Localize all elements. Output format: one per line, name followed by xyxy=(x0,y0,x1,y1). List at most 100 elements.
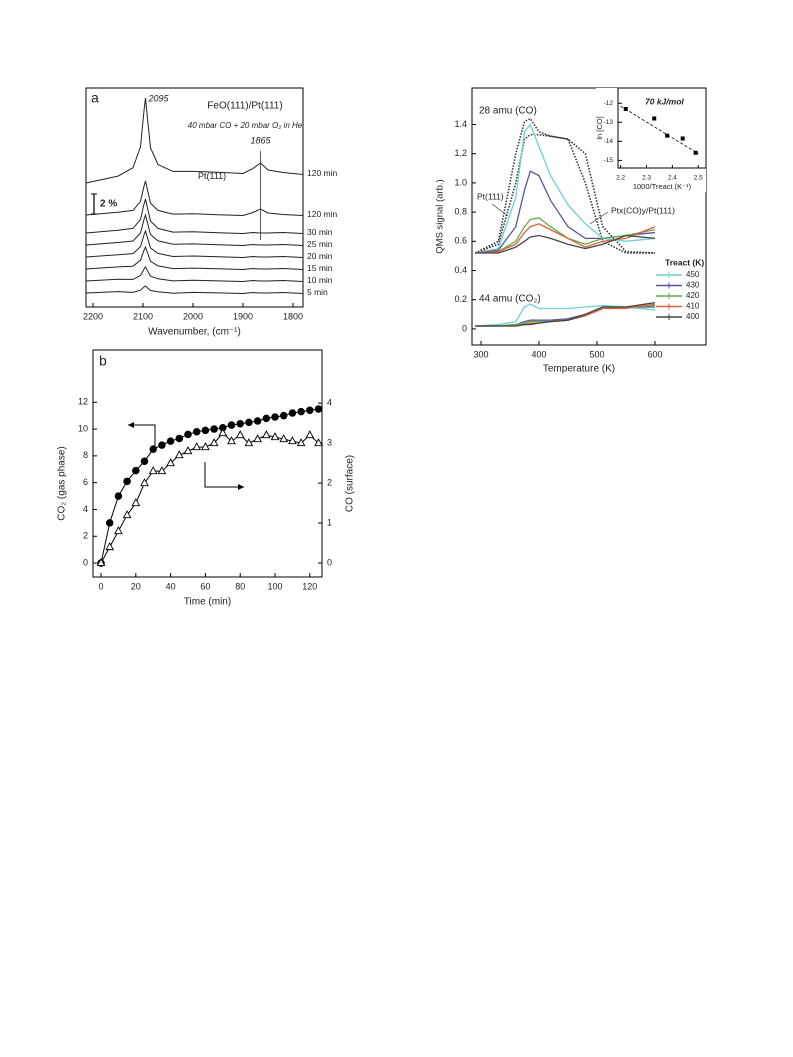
inset-y-label: ln [CO] xyxy=(595,116,604,139)
data-point xyxy=(166,458,175,467)
panel-label: a xyxy=(91,90,99,106)
data-point xyxy=(175,434,184,443)
data-point xyxy=(210,425,218,433)
y-tick-label: 0.6 xyxy=(454,236,467,246)
x-axis-label: Time (min) xyxy=(184,597,231,608)
y-tick-label: 1 xyxy=(327,517,332,527)
trace-label: 120 min xyxy=(307,168,338,178)
chart-subtitle: 40 mbar CO + 20 mbar O₂ in He xyxy=(188,121,303,130)
data-point xyxy=(253,417,262,425)
inset-annotation: 70 kJ/mol xyxy=(645,96,684,106)
series-line xyxy=(100,408,319,564)
x-tick-label: 300 xyxy=(473,349,488,359)
spectrum-line xyxy=(85,213,304,247)
data-point xyxy=(201,426,210,435)
y-tick-label: 0 xyxy=(83,557,88,567)
y-tick-label: 0.2 xyxy=(454,294,467,304)
y-tick-label: 6 xyxy=(83,477,88,487)
data-point xyxy=(235,430,245,439)
inset-point xyxy=(665,133,670,138)
data-point xyxy=(158,441,166,449)
y2-axis-label: CO (surface) xyxy=(345,455,356,512)
series-line-co2 xyxy=(475,306,655,327)
x-axis-label: Temperature (K) xyxy=(543,364,615,375)
data-point xyxy=(123,477,131,486)
x-tick-label: 400 xyxy=(531,349,546,359)
data-point xyxy=(157,466,167,475)
data-point xyxy=(209,438,219,447)
y-tick-label: -14 xyxy=(604,138,614,145)
arrow-left-axis xyxy=(128,424,156,447)
annotation: 44 amu (CO₂) xyxy=(479,294,541,305)
data-point xyxy=(140,457,149,465)
data-point xyxy=(245,418,253,427)
spectrum-line xyxy=(85,229,304,259)
leader-line xyxy=(491,203,509,217)
x-tick-label: 100 xyxy=(268,581,283,591)
legend-label: 410 xyxy=(686,302,700,311)
arrow-right-axis xyxy=(204,462,244,488)
y-tick-label: 3 xyxy=(327,437,332,447)
x-tick-label: 500 xyxy=(589,349,604,359)
inset-point xyxy=(693,150,698,155)
data-point xyxy=(132,466,140,475)
reference-label: Ptx(CO)y/Pt(111) xyxy=(611,205,675,215)
y-tick-label: 12 xyxy=(78,397,88,407)
y-axis-label: QMS signal (arb.) xyxy=(435,179,446,253)
chart-title: FeO(111)/Pt(111) xyxy=(207,101,282,112)
series-line xyxy=(475,217,656,254)
data-point xyxy=(140,478,149,487)
x-axis-label: Wavenumber, (cm⁻¹) xyxy=(148,327,241,338)
data-point xyxy=(192,427,201,436)
data-point xyxy=(218,428,228,437)
sample-label: Pt(111) xyxy=(198,171,226,181)
data-point xyxy=(192,442,202,451)
data-point xyxy=(122,510,132,519)
series-line-co2 xyxy=(475,303,656,327)
peak-label: 2095 xyxy=(148,93,170,103)
x-tick-label: 2.2 xyxy=(616,175,625,182)
series-line xyxy=(475,223,656,254)
annotation: 28 amu (CO) xyxy=(479,106,537,117)
plot-frame xyxy=(92,349,323,578)
inset-point xyxy=(652,116,657,121)
trace-label: 10 min xyxy=(307,275,333,285)
x-tick-label: 20 xyxy=(131,581,141,591)
data-point xyxy=(279,411,288,420)
data-point xyxy=(201,442,210,451)
y-tick-label: 8 xyxy=(83,450,88,460)
data-point xyxy=(253,434,262,443)
data-point xyxy=(105,519,114,527)
data-point xyxy=(149,445,157,453)
y-tick-label: 2 xyxy=(327,477,332,487)
trace-label: 5 min xyxy=(307,287,328,297)
data-point xyxy=(166,437,175,445)
spectrum-line xyxy=(85,266,304,283)
spectrum-line xyxy=(85,245,304,271)
x-tick-label: 0 xyxy=(98,581,103,591)
y-tick-label: 0.4 xyxy=(454,265,467,275)
data-point xyxy=(105,542,115,551)
y-tick-label: -12 xyxy=(604,100,614,107)
trace-label: 25 min xyxy=(307,239,333,249)
y-tick-label: 1.4 xyxy=(454,119,467,129)
x-tick-label: 80 xyxy=(235,581,245,591)
x-tick-label: 2100 xyxy=(133,311,153,321)
arrowhead xyxy=(128,422,134,428)
data-point xyxy=(270,432,280,441)
spectrum-line xyxy=(85,285,304,295)
data-point xyxy=(288,409,297,417)
y-tick-label: 0 xyxy=(327,557,332,567)
legend-label: 450 xyxy=(686,270,700,279)
y-tick-label: -15 xyxy=(604,157,614,164)
data-point xyxy=(183,446,193,455)
data-point xyxy=(244,438,254,447)
data-point xyxy=(148,466,158,475)
series-line xyxy=(475,234,656,254)
legend-label: 400 xyxy=(686,312,700,321)
data-point xyxy=(306,406,314,415)
data-point xyxy=(261,430,271,439)
x-tick-label: 2.4 xyxy=(668,175,677,182)
leader-line xyxy=(589,211,609,225)
